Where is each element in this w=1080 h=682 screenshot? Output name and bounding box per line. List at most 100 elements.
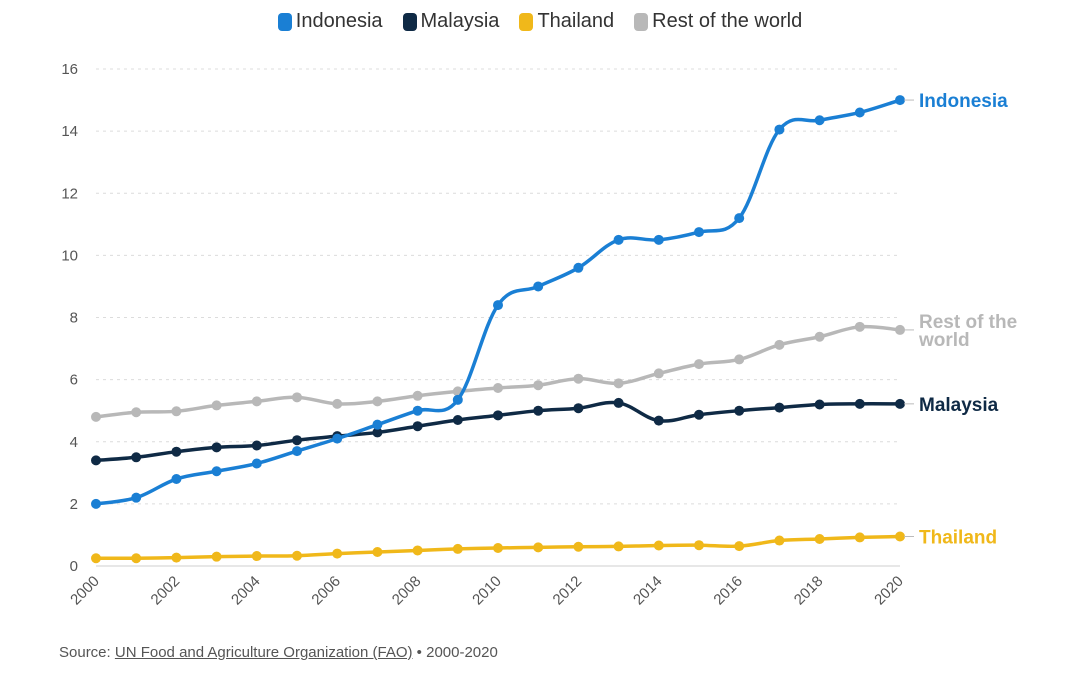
data-point-thailand — [171, 552, 182, 563]
data-point-malaysia — [292, 435, 302, 446]
x-tick-label: 2020 — [871, 573, 907, 609]
data-point-indonesia — [533, 281, 544, 292]
data-point-thailand — [91, 553, 101, 564]
data-point-indonesia — [131, 492, 142, 503]
legend-item-rest-of-the-world[interactable]: Rest of the world — [634, 10, 802, 33]
data-point-indonesia — [734, 213, 745, 224]
legend-item-thailand[interactable]: Thailand — [519, 10, 614, 33]
legend: Indonesia Malaysia Thailand Rest of the wor… — [0, 10, 1080, 33]
data-point-malaysia — [734, 405, 745, 416]
data-point-thailand — [372, 547, 383, 558]
data-point-indonesia — [372, 419, 383, 430]
y-tick-label: 14 — [61, 123, 78, 140]
data-point-malaysia — [91, 455, 101, 466]
legend-swatch — [277, 12, 292, 31]
legend-label: Malaysia — [420, 10, 500, 32]
data-point-thailand — [533, 542, 544, 553]
data-point-indonesia — [613, 234, 624, 245]
data-point-rest-of-the-world — [211, 400, 222, 411]
data-point-malaysia — [895, 398, 905, 409]
data-point-indonesia — [332, 433, 343, 444]
data-point-rest-of-the-world — [171, 406, 182, 417]
data-point-rest-of-the-world — [292, 392, 302, 403]
legend-label: Indonesia — [295, 10, 383, 32]
legend-label: Thailand — [537, 10, 615, 32]
x-tick-label: 2006 — [308, 573, 344, 609]
data-point-indonesia — [292, 446, 302, 457]
data-point-indonesia — [573, 262, 584, 273]
data-point-indonesia — [91, 498, 101, 509]
legend-item-malaysia[interactable]: Malaysia — [402, 10, 500, 33]
data-point-malaysia — [814, 399, 825, 410]
data-point-indonesia — [493, 300, 503, 311]
y-tick-label: 0 — [70, 558, 78, 575]
x-tick-label: 2018 — [791, 573, 827, 609]
data-point-indonesia — [895, 95, 905, 106]
y-tick-label: 2 — [70, 496, 78, 513]
data-point-malaysia — [372, 427, 383, 438]
source-link[interactable]: UN Food and Agriculture Organization (FA… — [114, 644, 413, 661]
data-point-rest-of-the-world — [493, 383, 503, 394]
data-point-rest-of-the-world — [573, 373, 584, 384]
data-point-rest-of-the-world — [412, 390, 423, 401]
data-point-indonesia — [814, 115, 825, 126]
x-tick-label: 2012 — [550, 573, 586, 609]
y-tick-label: 10 — [61, 247, 78, 264]
data-point-thailand — [332, 548, 343, 559]
data-point-thailand — [573, 541, 584, 552]
data-point-malaysia — [131, 452, 142, 463]
data-point-malaysia — [493, 410, 503, 421]
x-tick-label: 2002 — [148, 573, 184, 609]
legend-swatch — [402, 12, 417, 31]
data-point-malaysia — [854, 398, 865, 409]
y-tick-label: 6 — [70, 372, 78, 389]
data-point-indonesia — [251, 458, 262, 469]
data-point-malaysia — [573, 403, 584, 414]
data-point-indonesia — [171, 474, 182, 485]
data-point-malaysia — [613, 397, 624, 408]
data-point-malaysia — [412, 421, 423, 432]
x-tick-label: 2008 — [389, 573, 425, 609]
data-point-thailand — [493, 542, 503, 553]
data-point-rest-of-the-world — [895, 324, 905, 335]
data-point-rest-of-the-world — [653, 368, 664, 379]
legend-item-indonesia[interactable]: Indonesia — [277, 10, 383, 33]
data-point-rest-of-the-world — [131, 407, 142, 418]
data-point-indonesia — [694, 227, 704, 238]
data-point-rest-of-the-world — [332, 398, 343, 409]
data-point-malaysia — [533, 405, 544, 416]
data-point-thailand — [452, 543, 463, 554]
data-point-indonesia — [211, 466, 222, 477]
end-label-indonesia: Indonesia — [919, 91, 1008, 112]
x-tick-label: 2004 — [228, 573, 264, 609]
data-point-thailand — [774, 535, 785, 546]
data-point-malaysia — [171, 446, 182, 457]
data-point-thailand — [814, 533, 825, 544]
data-point-malaysia — [251, 440, 262, 451]
data-point-thailand — [895, 531, 905, 542]
data-point-malaysia — [211, 442, 222, 453]
data-point-thailand — [854, 532, 865, 543]
data-point-malaysia — [774, 402, 785, 413]
data-point-thailand — [694, 540, 704, 551]
data-point-rest-of-the-world — [613, 378, 624, 389]
source-note: Source: UN Food and Agriculture Organiza… — [59, 644, 498, 661]
data-point-indonesia — [452, 394, 463, 405]
data-point-rest-of-the-world — [372, 396, 383, 407]
data-point-malaysia — [452, 415, 463, 426]
data-point-thailand — [613, 541, 624, 552]
end-label-thailand: Thailand — [919, 527, 997, 548]
data-point-indonesia — [774, 124, 785, 135]
x-tick-label: 2014 — [630, 573, 666, 609]
source-prefix: Source: — [59, 644, 115, 661]
data-point-indonesia — [854, 107, 865, 118]
x-tick-label: 2010 — [469, 573, 505, 609]
legend-swatch — [519, 12, 534, 31]
data-point-malaysia — [694, 409, 704, 420]
data-point-thailand — [292, 550, 302, 561]
end-label-rest-of-the-world: Rest of the world — [918, 312, 1017, 351]
source-suffix: • 2000-2020 — [412, 644, 498, 661]
y-tick-label: 16 — [61, 61, 78, 78]
x-tick-label: 2000 — [67, 573, 103, 609]
